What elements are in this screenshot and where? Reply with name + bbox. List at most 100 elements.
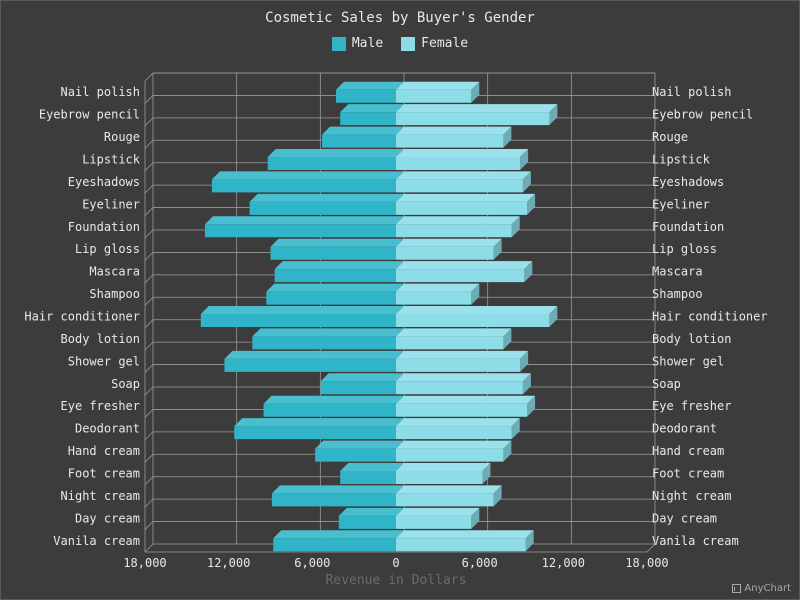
bar-front-face <box>249 201 396 215</box>
bar-side-face <box>471 283 480 305</box>
bar-female-eyeliner[interactable] <box>396 193 536 215</box>
bar-male-shampoo[interactable] <box>266 283 404 305</box>
bar-male-night-cream[interactable] <box>271 485 404 507</box>
bar-male-soap[interactable] <box>320 373 404 395</box>
gridline-depth-11 <box>144 319 154 328</box>
floor-right-depth <box>646 543 656 553</box>
x-tick-label: 0 <box>392 556 399 570</box>
bar-male-hand-cream[interactable] <box>315 440 404 462</box>
bar-male-shower-gel[interactable] <box>224 350 404 372</box>
bar-female-foot-cream[interactable] <box>396 463 491 484</box>
bar-male-rouge[interactable] <box>322 126 404 148</box>
category-label-right: Soap <box>652 377 681 391</box>
x-tick-label: 18,000 <box>123 556 166 570</box>
bar-front-face <box>211 179 396 193</box>
bar-top-face <box>322 126 404 135</box>
category-label-left: Soap <box>111 377 140 391</box>
bar-male-eye-fresher[interactable] <box>263 395 404 417</box>
category-label-left: Eyeshadows <box>68 175 140 189</box>
bar-male-mascara[interactable] <box>274 261 404 283</box>
bar-female-rouge[interactable] <box>396 126 512 148</box>
bar-side-face <box>549 306 558 327</box>
bar-top-face <box>396 149 529 157</box>
bar-side-face <box>471 81 480 103</box>
bar-top-face <box>267 149 404 157</box>
legend-item-female[interactable]: Female <box>401 36 468 51</box>
gridline-depth-8 <box>144 252 154 261</box>
category-label-left: Lipstick <box>82 153 141 167</box>
bar-male-day-cream[interactable] <box>338 507 404 529</box>
bar-front-face <box>263 403 396 417</box>
gridline-depth-0 <box>144 72 154 82</box>
bar-female-eyebrow-pencil[interactable] <box>396 104 558 126</box>
bar-top-face <box>396 463 491 471</box>
bar-female-vanila-cream[interactable] <box>396 530 534 552</box>
bar-female-lip-gloss[interactable] <box>396 238 502 260</box>
bar-side-face <box>511 216 520 238</box>
category-label-right: Lip gloss <box>652 242 717 256</box>
bar-female-night-cream[interactable] <box>396 485 502 507</box>
category-label-right: Hair conditioner <box>652 310 768 324</box>
bar-side-face <box>493 485 502 507</box>
bar-side-face <box>503 440 512 462</box>
bar-male-eyebrow-pencil[interactable] <box>340 104 404 126</box>
bar-front-face <box>273 538 396 552</box>
bar-male-nail-polish[interactable] <box>336 81 404 103</box>
bar-front-face <box>252 336 396 350</box>
bar-front-face <box>340 471 396 484</box>
category-label-left: Foot cream <box>68 467 140 481</box>
bar-top-face <box>266 283 404 292</box>
gridline-depth-17 <box>144 454 154 463</box>
bar-female-soap[interactable] <box>396 373 531 395</box>
bar-male-deodorant[interactable] <box>234 418 404 440</box>
category-label-right: Foot cream <box>652 467 724 481</box>
bar-male-lipstick[interactable] <box>267 149 404 170</box>
bar-female-eye-fresher[interactable] <box>396 395 536 417</box>
category-label-left: Deodorant <box>75 422 140 436</box>
bar-female-mascara[interactable] <box>396 261 533 283</box>
bar-front-face <box>396 269 525 283</box>
bar-male-vanila-cream[interactable] <box>273 530 404 552</box>
bar-female-day-cream[interactable] <box>396 507 480 529</box>
legend-swatch-male <box>331 36 346 51</box>
bar-female-body-lotion[interactable] <box>396 328 512 350</box>
bar-female-hair-conditioner[interactable] <box>396 306 558 327</box>
category-label-left: Night cream <box>61 489 140 503</box>
legend: Male Female <box>0 36 800 51</box>
bar-female-shower-gel[interactable] <box>396 350 529 372</box>
bar-male-foot-cream[interactable] <box>340 463 404 484</box>
bar-front-face <box>271 493 396 507</box>
bar-male-foundation[interactable] <box>204 216 404 238</box>
bar-male-eyeshadows[interactable] <box>211 171 404 193</box>
category-label-left: Mascara <box>89 265 140 279</box>
bar-front-face <box>396 471 483 484</box>
bar-front-face <box>396 246 494 260</box>
bar-female-lipstick[interactable] <box>396 149 529 170</box>
bar-male-lip-gloss[interactable] <box>270 238 405 260</box>
bar-female-foundation[interactable] <box>396 216 520 238</box>
bar-male-eyeliner[interactable] <box>249 193 404 215</box>
bar-top-face <box>270 238 404 247</box>
gridline-depth-6 <box>144 207 154 216</box>
bar-front-face <box>266 291 396 305</box>
bar-top-face <box>224 350 404 359</box>
x-tick-label: 6,000 <box>294 556 330 570</box>
bar-female-hand-cream[interactable] <box>396 440 512 462</box>
bar-male-body-lotion[interactable] <box>252 328 404 350</box>
bar-female-nail-polish[interactable] <box>396 81 480 103</box>
bar-front-face <box>396 224 512 238</box>
legend-swatch-female <box>401 36 416 51</box>
bar-female-shampoo[interactable] <box>396 283 480 305</box>
bar-female-deodorant[interactable] <box>396 418 520 440</box>
bar-top-face <box>234 418 404 427</box>
bar-side-face <box>503 126 512 148</box>
anychart-credit[interactable]: AnyChart <box>732 583 791 594</box>
bar-side-face <box>527 395 536 417</box>
category-label-left: Foundation <box>68 220 140 234</box>
bar-female-eyeshadows[interactable] <box>396 171 531 193</box>
bar-male-hair-conditioner[interactable] <box>200 306 404 327</box>
bar-front-face <box>396 336 504 350</box>
bar-front-face <box>396 381 523 395</box>
legend-item-male[interactable]: Male <box>331 36 383 51</box>
